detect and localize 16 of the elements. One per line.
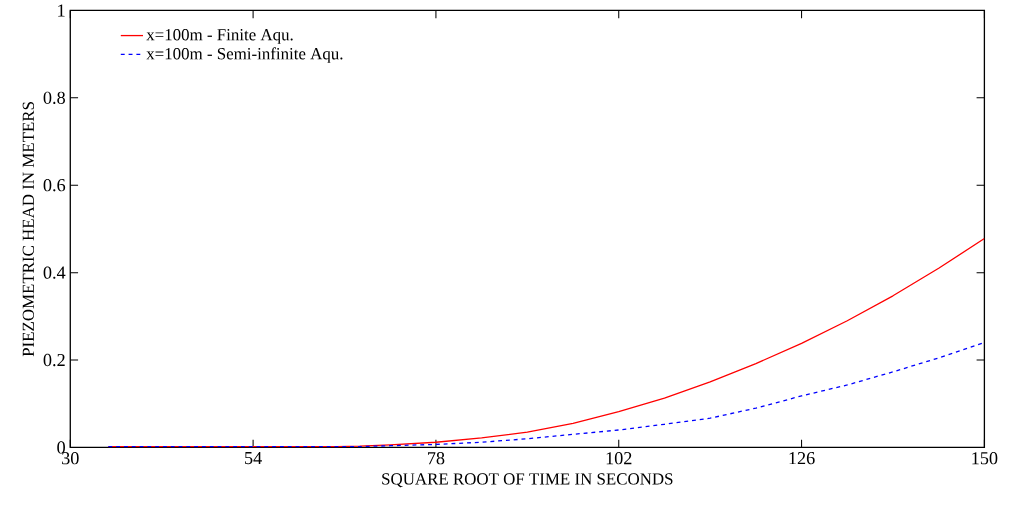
legend-label: x=100m - Finite Aqu. <box>146 29 293 44</box>
y-tick-label: 0.2 <box>43 354 65 367</box>
x-tick-label: 30 <box>62 452 79 465</box>
x-tick-label: 150 <box>972 452 998 465</box>
x-tick-label: 78 <box>428 452 445 465</box>
y-tick-label: 0 <box>57 441 65 454</box>
x-tick-label: 54 <box>245 452 262 465</box>
y-axis-title: PIEZOMETRIC HEAD IN METERS <box>22 102 35 357</box>
legend-label: x=100m - Semi-infinite Aqu. <box>146 47 343 64</box>
x-axis-title: SQUARE ROOT OF TIME IN SECONDS <box>382 473 673 488</box>
x-tick-label: 102 <box>606 452 632 465</box>
y-tick-label: 0.6 <box>43 179 66 192</box>
y-tick-label: 0.8 <box>43 91 65 105</box>
y-tick-label: 1 <box>58 4 65 17</box>
y-tick-label: 0.4 <box>43 266 66 280</box>
x-tick-label: 126 <box>789 452 815 465</box>
